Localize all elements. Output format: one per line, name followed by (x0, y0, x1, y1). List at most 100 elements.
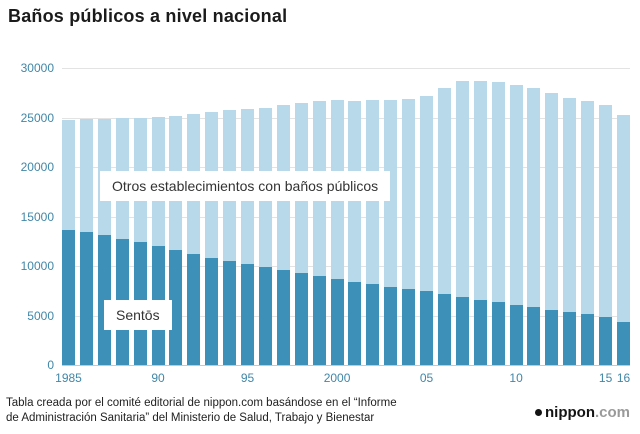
bar-1996-sento-segment (258, 267, 272, 365)
bar-2015 (599, 104, 613, 365)
bar-2012 (545, 92, 559, 365)
bar-1991 (169, 115, 183, 365)
bar-2013-sento-segment (563, 311, 577, 365)
bar-2000 (330, 99, 344, 365)
bar-2007-others-segment (455, 80, 469, 297)
bar-2011-others-segment (527, 87, 541, 308)
bar-1998 (294, 102, 308, 365)
y-tick-label-10000: 10000 (20, 259, 54, 273)
logo-name: nippon (545, 404, 595, 421)
source-note-line1: Tabla creada por el comité editorial de … (6, 397, 397, 409)
bar-1991-sento-segment (169, 249, 183, 365)
bar-1985 (62, 119, 75, 365)
bar-2014-others-segment (581, 100, 595, 315)
bar-1994-sento-segment (223, 261, 237, 365)
bar-2008 (473, 80, 487, 365)
bar-1995 (241, 108, 255, 365)
bar-2009-others-segment (491, 82, 505, 303)
bar-1998-sento-segment (294, 272, 308, 365)
logo-tld: .com (594, 404, 630, 421)
bar-2008-sento-segment (473, 299, 487, 365)
bar-1992-sento-segment (187, 254, 201, 365)
bar-2004-sento-segment (402, 288, 416, 365)
bar-1999 (312, 100, 326, 365)
bar-2010 (509, 84, 523, 365)
series-label-sento: Sentōs (104, 300, 172, 330)
bar-2000-sento-segment (330, 278, 344, 365)
gridline-0 (62, 365, 630, 366)
bar-2014 (581, 100, 595, 365)
bar-2001 (348, 100, 362, 365)
y-tick-label-30000: 30000 (20, 61, 54, 75)
bar-1994 (223, 109, 237, 365)
bar-2005 (420, 95, 434, 365)
y-axis: 0 5000 10000 15000 20000 25000 30000 (0, 61, 54, 372)
gridline-25000 (62, 117, 630, 119)
bar-2005-others-segment (420, 95, 434, 292)
x-tick-label-2016: 16 (616, 371, 631, 385)
x-tick-label-2000: 2000 (323, 371, 351, 385)
gridline-15000 (62, 216, 630, 218)
bar-2016-sento-segment (617, 322, 630, 365)
bar-2006-sento-segment (437, 294, 451, 365)
bar-2012-others-segment (545, 92, 559, 310)
bar-1992 (187, 113, 201, 365)
bar-1986-others-segment (79, 119, 93, 233)
source-note: Tabla creada por el comité editorial de … (6, 396, 397, 426)
bar-2001-sento-segment (348, 281, 362, 365)
bar-1997-sento-segment (276, 269, 290, 365)
bar-2012-sento-segment (545, 309, 559, 365)
bar-1986 (79, 119, 93, 365)
y-tick-label-15000: 15000 (20, 209, 54, 224)
x-tick-label-2010: 10 (509, 371, 523, 385)
series-label-others: Otros establecimientos con baños público… (100, 171, 391, 201)
y-tick-label-5000: 5000 (27, 308, 54, 323)
bar-2016 (617, 114, 630, 365)
bar-2011-sento-segment (527, 307, 541, 365)
y-tick-label-0: 0 (47, 358, 54, 372)
bar-1996 (258, 107, 272, 365)
bar-2011 (527, 87, 541, 365)
bar-2015-others-segment (599, 104, 613, 317)
bar-2006-others-segment (437, 87, 451, 295)
bar-1999-sento-segment (312, 275, 326, 365)
bar-2009-sento-segment (491, 302, 505, 365)
bar-2010-sento-segment (509, 304, 523, 365)
bar-2002-sento-segment (366, 284, 380, 365)
x-tick-label-1995: 95 (240, 371, 255, 385)
bar-1993 (205, 111, 219, 365)
bar-2003-others-segment (384, 99, 398, 287)
bar-2004-others-segment (402, 98, 416, 289)
gridline-20000 (62, 167, 630, 168)
bar-2005-sento-segment (420, 291, 434, 365)
gridline-5000 (62, 315, 630, 317)
logo-dot-icon (535, 409, 542, 416)
bar-2002 (366, 100, 380, 365)
bar-2015-sento-segment (599, 316, 613, 365)
bar-2007-sento-segment (455, 296, 469, 365)
bar-2006 (437, 87, 451, 365)
bar-1985-sento-segment (62, 229, 75, 365)
bar-2003 (384, 99, 398, 365)
chart-title: Baños públicos a nivel nacional (8, 6, 288, 26)
bar-2007 (455, 80, 469, 365)
bar-2004 (402, 98, 416, 365)
bar-2010-others-segment (509, 84, 523, 305)
nippon-logo: nippon .com (535, 404, 630, 421)
bar-1997 (276, 104, 290, 365)
bar-2008-others-segment (473, 80, 487, 300)
bar-2014-sento-segment (581, 314, 595, 365)
bar-1995-sento-segment (241, 264, 255, 365)
bar-2016-others-segment (617, 114, 630, 323)
bar-2003-sento-segment (384, 286, 398, 365)
x-tick-label-1985: 1985 (55, 371, 82, 385)
bar-1985-others-segment (62, 119, 75, 230)
y-tick-label-25000: 25000 (20, 110, 54, 125)
bar-1986-sento-segment (79, 232, 93, 365)
x-axis: 1985 90 95 2000 05 10 15 16 (55, 371, 631, 387)
bar-2013-others-segment (563, 97, 577, 312)
x-tick-label-2015: 15 (598, 371, 613, 385)
gridline-10000 (62, 266, 630, 267)
bar-1993-sento-segment (205, 257, 219, 365)
